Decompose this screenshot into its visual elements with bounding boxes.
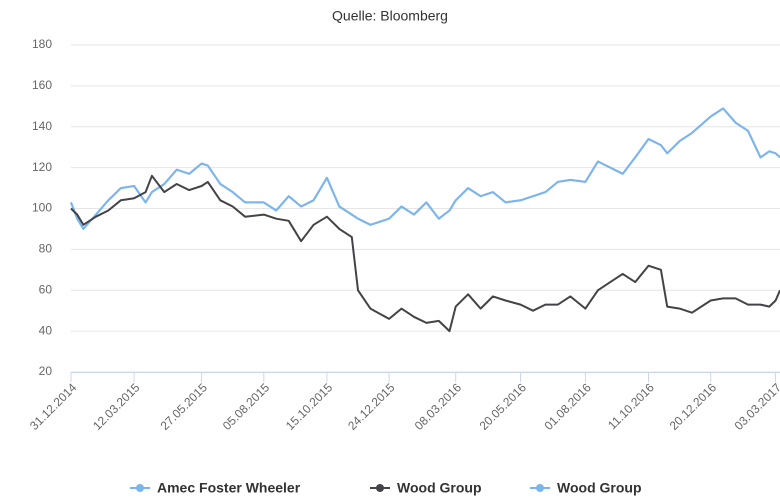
x-tick-label: 20.05.2016 [477,380,530,433]
legend-label: Wood Group [397,480,482,496]
x-tick-label: 08.03.2016 [412,380,465,433]
x-tick-label: 05.08.2015 [220,380,273,433]
legend-item: Wood Group [530,480,642,496]
x-tick-label: 31.12.2014 [27,380,80,433]
y-tick-label: 140 [32,119,52,133]
legend-symbol [136,484,144,492]
y-tick-label: 40 [39,323,53,337]
x-tick-label: 01.08.2016 [541,380,594,433]
series-line [70,107,780,230]
legend-label: Amec Foster Wheeler [157,480,301,496]
x-tick-label: 15.10.2015 [283,380,336,433]
legend-label: Wood Group [557,480,642,496]
y-tick-label: 20 [39,364,53,378]
series-line [70,174,780,333]
x-tick-label: 20.12.2016 [667,380,720,433]
x-tick-label: 03.03.2017 [732,380,780,433]
x-tick-label: 27.05.2015 [158,380,211,433]
chart-title: Quelle: Bloomberg [332,8,448,24]
y-tick-label: 160 [32,78,52,92]
x-tick-label: 12.03.2015 [90,380,143,433]
y-tick-label: 120 [32,160,52,174]
x-tick-label: 24.12.2015 [345,380,398,433]
y-tick-label: 60 [39,282,53,296]
legend-symbol [536,484,544,492]
y-tick-label: 100 [32,201,52,215]
legend-symbol [376,484,384,492]
legend-item: Wood Group [370,480,482,496]
legend-item: Amec Foster Wheeler [130,480,301,496]
x-tick-label: 11.10.2016 [605,380,657,432]
y-tick-label: 80 [39,242,53,256]
y-tick-label: 180 [32,37,52,51]
